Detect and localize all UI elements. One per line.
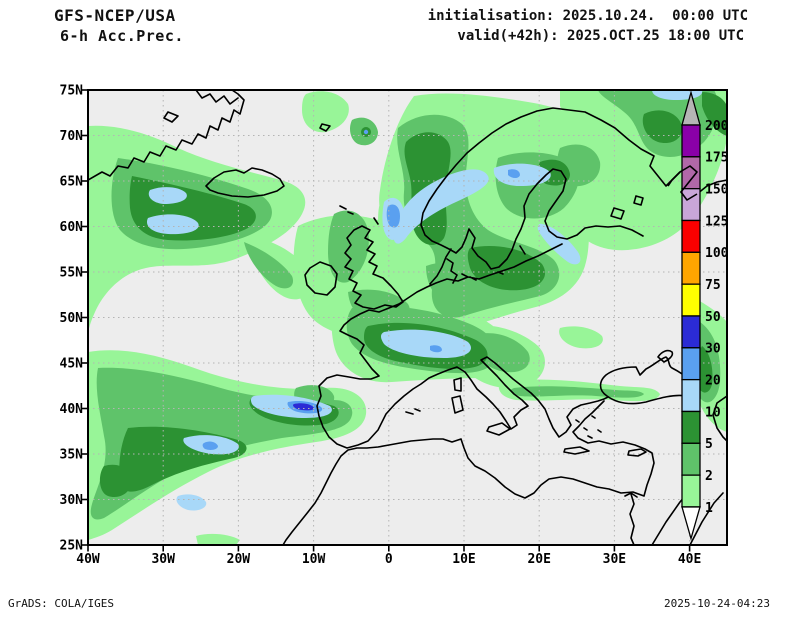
- map-content: [88, 90, 727, 545]
- colorbar-level-label: 20: [705, 373, 721, 388]
- render-timestamp: 2025-10-24-04:23: [664, 597, 770, 610]
- colorbar-segment: [681, 442, 701, 476]
- coastline-iceland: [205, 167, 285, 198]
- lon-label: 40W: [76, 552, 100, 567]
- coastline-ireland: [304, 261, 338, 296]
- lat-label: 60N: [60, 220, 84, 235]
- colorbar-level-label: 75: [705, 278, 721, 293]
- lat-label: 40N: [60, 402, 84, 417]
- lat-label: 30N: [60, 493, 84, 508]
- colorbar-segment: [681, 474, 701, 508]
- colorbar-level-label: 5: [705, 437, 713, 452]
- colorbar-level-label: 1: [705, 501, 713, 516]
- coastline-scandinavia-baltic: [398, 107, 727, 305]
- precip-area-10-20mm: [146, 90, 703, 511]
- valid-time-label: valid(+42h): 2025.OCT.25 18:00 UTC: [457, 28, 744, 44]
- colorbar-level-label: 30: [705, 342, 721, 357]
- lon-label: 20E: [527, 552, 550, 567]
- latitude-axis-labels: 75N 70N 65N 60N 55N 50N 45N 40N 35N 30N 25N: [60, 84, 84, 554]
- colorbar-level-label: 175: [705, 151, 728, 166]
- colorbar-level-label: 200: [705, 119, 729, 134]
- lat-label: 55N: [60, 266, 84, 281]
- coastline-islands-and-lakes: [319, 123, 647, 457]
- colorbar-level-label: 10: [705, 405, 721, 420]
- colorbar-level-label: 125: [705, 214, 728, 229]
- colorbar-level-label: 50: [705, 310, 721, 325]
- colorbar-level-label: 2: [705, 469, 713, 484]
- lat-label: 25N: [60, 539, 84, 554]
- product-title: 6-h Acc.Prec.: [60, 27, 184, 45]
- lon-label: 30W: [151, 552, 175, 567]
- coastlines: [88, 90, 727, 545]
- colorbar-segment: [681, 378, 701, 413]
- colorbar-segment: [681, 251, 701, 285]
- precip-area-5-10mm: [99, 92, 727, 498]
- lon-label: 40E: [678, 552, 701, 567]
- colorbar-segment: [681, 315, 701, 349]
- coastline-nile-redsea-caspian: [624, 395, 727, 545]
- colorbar-segment: [681, 219, 701, 253]
- lat-label: 45N: [60, 357, 84, 372]
- lon-label: 20W: [227, 552, 251, 567]
- colorbar-segment: [681, 124, 701, 158]
- lon-label: 30E: [603, 552, 626, 567]
- grads-credit: GrADS: COLA/IGES: [8, 597, 114, 610]
- coastline-turkey-levant-africa: [282, 400, 655, 545]
- coastline-over-colorbar: [667, 165, 698, 201]
- axis-ticks: [81, 89, 691, 552]
- coastline-greenland: [88, 90, 245, 181]
- model-title: GFS-NCEP/USA: [54, 6, 176, 25]
- precipitation-colorbar: 200 175 150 125 100 75 50 30 20 10 5 2 1: [681, 90, 729, 541]
- lon-label: 10E: [452, 552, 475, 567]
- colorbar-level-label: 100: [705, 246, 729, 261]
- coastline-britain: [344, 225, 404, 310]
- colorbar-underflow-arrow: [681, 506, 701, 541]
- lat-label: 70N: [60, 129, 84, 144]
- colorbar-segment: [681, 283, 701, 317]
- longitude-axis-labels: 40W 30W 20W 10W 0 10E 20E 30E 40E: [76, 552, 701, 567]
- lat-label: 65N: [60, 175, 84, 190]
- colorbar-level-label: 150: [705, 182, 729, 197]
- lat-label: 75N: [60, 84, 84, 99]
- lat-label: 50N: [60, 311, 84, 326]
- colorbar-segment: [681, 347, 701, 381]
- coastline-black-sea: [599, 349, 701, 405]
- colorbar-segment: [681, 188, 701, 222]
- lon-label: 10W: [302, 552, 326, 567]
- init-time-label: initialisation: 2025.10.24. 00:00 UTC: [427, 8, 748, 24]
- colorbar-segment: [681, 410, 701, 444]
- lat-label: 35N: [60, 448, 84, 463]
- lon-label: 0: [385, 552, 393, 567]
- coastline-mainland-west-mediterranean: [316, 303, 609, 449]
